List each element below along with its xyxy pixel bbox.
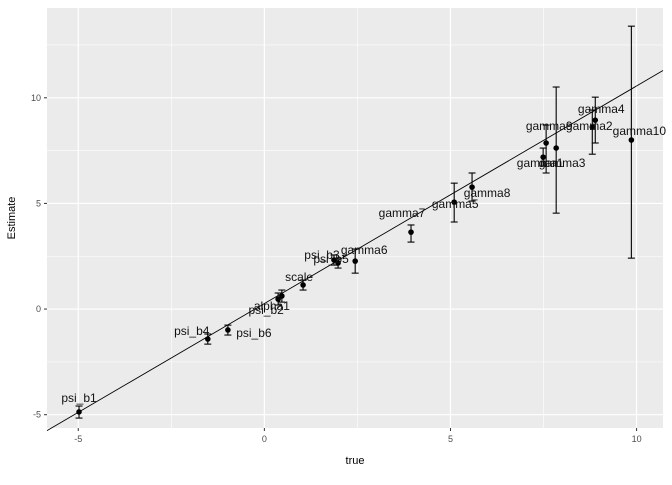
y-tick-label: 10: [31, 93, 41, 103]
point-label: gamma3: [539, 156, 586, 170]
point-label: psi_b5: [313, 252, 349, 266]
point-label: psi_b4: [174, 324, 210, 338]
y-tick-label: 5: [36, 198, 41, 208]
point-label: alpha1: [254, 299, 290, 313]
point-label: gamma10: [613, 124, 667, 138]
point-label: gamma8: [464, 186, 511, 200]
point-label: gamma2: [566, 119, 613, 133]
x-axis-title: true: [346, 455, 365, 467]
axis-tick-marks: [44, 97, 638, 431]
data-point: [331, 257, 337, 263]
data-point: [275, 296, 281, 302]
data-point: [469, 184, 475, 190]
data-point: [592, 117, 599, 123]
data-point: [589, 124, 596, 130]
axis-tick-labels: -5 0 5 10 -5 0 5 10: [31, 93, 642, 444]
x-tick-label: 5: [448, 434, 453, 444]
data-point: [225, 327, 231, 333]
data-point: [300, 282, 306, 288]
point-label: psi_b2: [248, 303, 284, 317]
data-point: [76, 409, 82, 415]
data-point: [628, 137, 635, 143]
data-point: [553, 145, 559, 151]
y-tick-label: -5: [33, 410, 41, 420]
point-label: psi_b6: [236, 326, 272, 340]
y-tick-label: 0: [36, 304, 41, 314]
point-label: gamma7: [379, 206, 426, 220]
point-label: gamma5: [432, 197, 479, 211]
x-tick-label: -5: [74, 434, 82, 444]
point-label: gamma4: [578, 102, 625, 116]
point-label: gamma6: [341, 243, 388, 257]
data-point: [451, 199, 457, 205]
point-label: scale: [285, 270, 313, 284]
major-gridlines: [47, 8, 663, 428]
point-label: gamma9: [526, 119, 573, 133]
data-point: [540, 154, 546, 160]
data-point: [335, 260, 341, 266]
x-tick-label: 0: [262, 434, 267, 444]
y-axis-title: Estimate: [6, 197, 18, 240]
x-tick-label: 10: [632, 434, 642, 444]
data-point: [408, 229, 414, 235]
data-points: [76, 117, 635, 415]
point-label: psi_b3: [304, 248, 340, 262]
point-label: gamma1: [517, 156, 564, 170]
point-label: psi_b1: [61, 391, 97, 405]
data-point: [204, 336, 211, 342]
error-bars: [75, 25, 635, 419]
plot-panel: [47, 8, 663, 428]
data-point: [543, 140, 549, 146]
data-point: [279, 293, 285, 299]
data-point: [352, 258, 358, 264]
